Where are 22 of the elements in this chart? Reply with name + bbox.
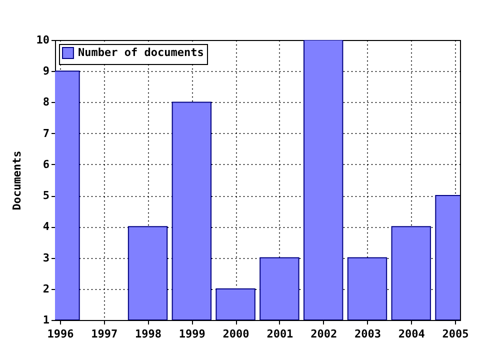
y-tick-label: 10 [36,34,50,46]
x-tick-label: 2003 [354,328,381,340]
legend-label: Number of documents [78,46,204,59]
y-tick-label: 1 [42,314,50,326]
y-tick-label: 9 [42,64,50,78]
y-tick-label: 8 [42,96,50,109]
x-tick-label: 1998 [135,328,162,340]
y-tick-label: 5 [42,189,50,202]
y-axis-title: Documents [10,150,24,210]
y-tick-label: 4 [42,220,50,234]
x-tick-label: 1997 [91,328,118,340]
y-tick-label: 6 [42,158,50,171]
x-tick-label: 2000 [222,328,250,340]
y-tick-label: 7 [42,126,50,140]
x-tick-label: 2004 [398,328,426,340]
y-tick-label: 2 [42,282,50,296]
x-tick-label: 2005 [442,328,469,340]
x-tick-label: 1996 [47,328,74,340]
x-tick-label: 2002 [310,328,338,340]
x-tick-label: 1999 [178,328,206,340]
x-tick-label: 2001 [266,328,294,340]
y-tick-label: 3 [42,251,50,264]
